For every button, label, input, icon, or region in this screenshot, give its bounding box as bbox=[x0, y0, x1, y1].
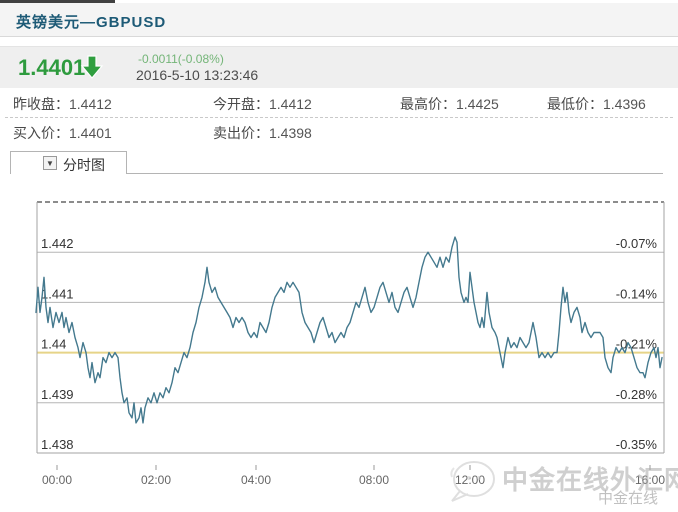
tab-bar-baseline bbox=[127, 173, 663, 174]
page-title: 英镑美元—GBPUSD bbox=[16, 14, 167, 31]
chevron-down-icon[interactable]: ▼ bbox=[43, 156, 57, 170]
day-high: 最高价：1.4425 bbox=[400, 96, 499, 112]
price-axis-label: 1.44 bbox=[41, 337, 66, 352]
price-axis-label: 1.442 bbox=[41, 236, 74, 251]
down-arrow-icon bbox=[79, 55, 105, 79]
percent-axis-label: -0.07% bbox=[616, 236, 658, 251]
quote-timestamp: 2016-5-10 13:23:46 bbox=[136, 67, 259, 83]
quote-bar: 1.4401 -0.0011(-0.08%) 2016-5-10 13:23:4… bbox=[0, 46, 678, 90]
percent-axis-label: -0.14% bbox=[616, 286, 658, 301]
prev-close: 昨收盘：1.4412 bbox=[13, 96, 112, 112]
stats-row-1: 昨收盘：1.4412 今开盘：1.4412 最高价：1.4425 最低价：1.4… bbox=[0, 91, 678, 115]
tab-intraday-chart[interactable]: ▼ 分时图 bbox=[10, 151, 127, 174]
time-axis-label: 16:00 bbox=[635, 473, 665, 487]
quote-stats: 昨收盘：1.4412 今开盘：1.4412 最高价：1.4425 最低价：1.4… bbox=[0, 88, 678, 150]
price-axis-label: 1.438 bbox=[41, 437, 74, 452]
price-axis-label: 1.439 bbox=[41, 387, 74, 402]
tab-intraday-label: 分时图 bbox=[63, 157, 105, 173]
percent-axis-label: -0.28% bbox=[616, 387, 658, 402]
dashed-divider bbox=[5, 117, 673, 118]
time-axis-label: 12:00 bbox=[455, 473, 485, 487]
price-axis-label: 1.441 bbox=[41, 286, 74, 301]
time-axis-label: 00:00 bbox=[42, 473, 72, 487]
percent-axis-label: -0.21% bbox=[616, 337, 658, 352]
ask-price: 卖出价：1.4398 bbox=[213, 125, 312, 141]
time-axis-label: 08:00 bbox=[359, 473, 389, 487]
price-line bbox=[35, 236, 663, 424]
top-edge-bar bbox=[0, 0, 115, 3]
time-axis-label: 04:00 bbox=[241, 473, 271, 487]
current-price: 1.4401 bbox=[18, 55, 86, 80]
percent-axis-label: -0.35% bbox=[616, 437, 658, 452]
day-low: 最低价：1.4396 bbox=[547, 96, 646, 112]
price-change: -0.0011(-0.08%) bbox=[138, 52, 224, 66]
stats-row-2: 买入价：1.4401 卖出价：1.4398 bbox=[0, 120, 678, 144]
today-open: 今开盘：1.4412 bbox=[213, 96, 312, 112]
time-axis-label: 02:00 bbox=[141, 473, 171, 487]
title-bar: 英镑美元—GBPUSD bbox=[0, 3, 678, 37]
bid-price: 买入价：1.4401 bbox=[13, 125, 112, 141]
